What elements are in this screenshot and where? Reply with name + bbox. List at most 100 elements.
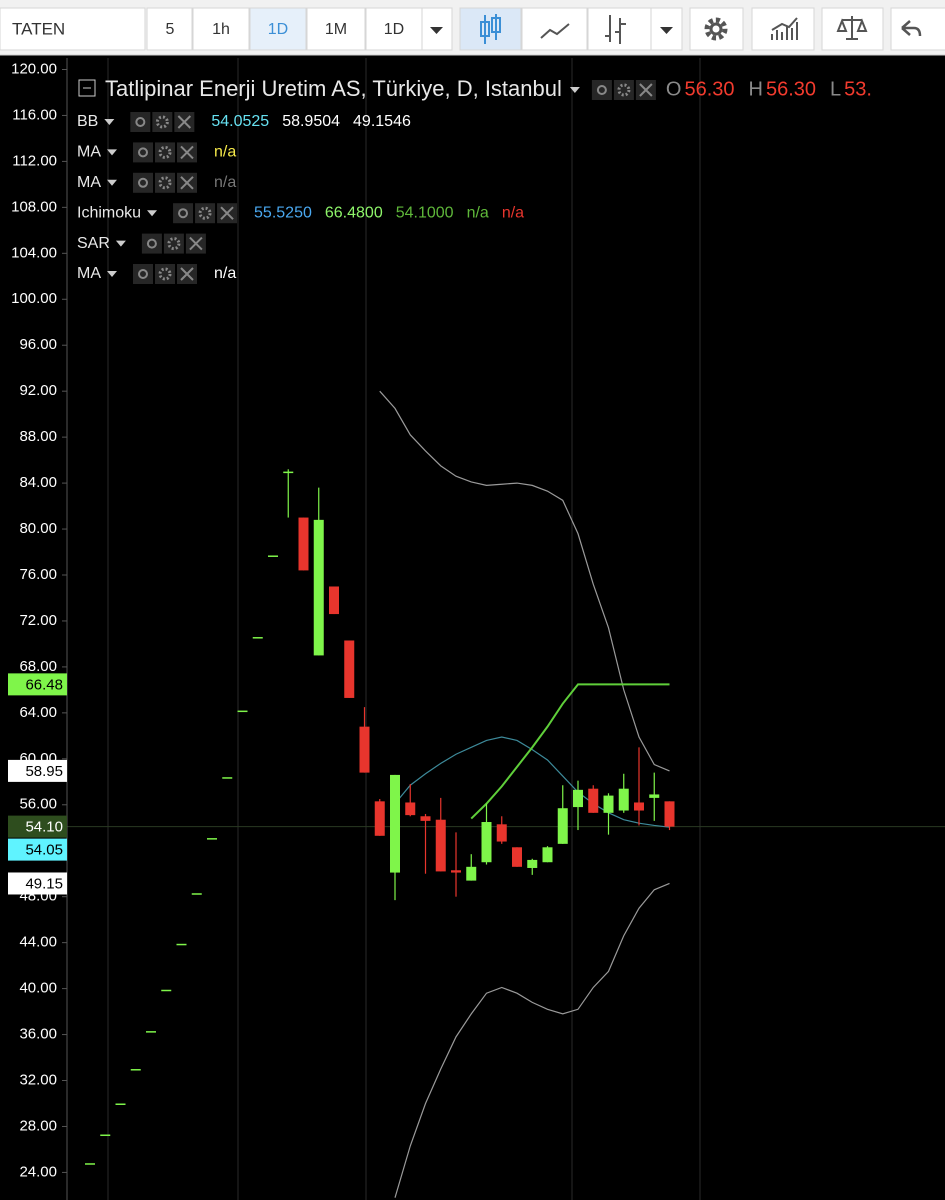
close-icon [639,83,653,97]
candle-body [405,802,416,816]
dropdown-arrow[interactable] [107,149,117,156]
indicator-control[interactable] [155,172,175,193]
plot-area [67,390,945,1198]
indicator-control[interactable] [591,80,612,100]
line-button[interactable] [521,7,588,51]
indicator-line [470,683,670,820]
indicator-control[interactable] [163,233,184,254]
candle-body [252,637,263,639]
gear-icon [617,83,631,97]
candle-body [115,1103,126,1105]
indicator-name: Ichimoku [77,204,141,221]
interval-label: 5 [166,21,175,38]
y-tick-label: 116.00 [12,106,57,123]
interval-label: 1M [325,21,347,38]
y-tick-label: 84.00 [19,474,57,491]
interval-button[interactable] [146,7,193,51]
candle-body [130,1069,141,1071]
collapse-box[interactable] [78,79,96,97]
gear-icon [704,17,728,41]
candle-body [329,586,339,615]
dropdown-arrow[interactable] [569,87,580,93]
y-tick-label: 32.00 [19,1071,57,1088]
interval-button-active[interactable] [249,7,307,51]
price-label: 49.15 [25,875,63,892]
candle-body [481,822,492,863]
gear-icon [158,145,172,159]
settings-button[interactable] [689,7,744,51]
gear-icon [158,267,172,281]
dropdown-arrow[interactable] [115,240,126,247]
candle-body [313,519,324,656]
indicator-control[interactable] [133,172,153,193]
eye-icon [146,238,157,249]
candle-body [268,555,278,557]
candle-body [374,801,385,836]
symbol-box[interactable] [0,7,146,51]
indicator-line [394,882,670,1198]
y-tick-label: 120.00 [11,60,57,77]
dropdown-arrow[interactable] [147,210,158,217]
candle-body [573,789,583,808]
indicator-control[interactable] [152,112,173,132]
indicator-control[interactable] [133,142,153,163]
ohlc-value: 56.30 [766,78,816,100]
indicator-name: SAR [77,235,110,252]
candle-body [161,989,172,992]
candle-body [283,471,294,474]
compare-icon [836,16,868,40]
indicator-control[interactable] [173,203,194,224]
price-label-box [8,673,67,696]
y-tick-label: 80.00 [19,520,57,537]
price-label-box [8,815,67,838]
gear-icon [709,22,723,36]
candle-body [85,1163,95,1165]
dropdown-arrow[interactable] [107,179,117,186]
y-tick-label: 76.00 [19,566,57,583]
interval-label: 1D [268,21,288,38]
indicator-value: n/a [467,204,489,221]
line-icon [540,23,570,39]
interval-button[interactable] [365,7,423,51]
eye-icon [138,177,148,188]
candle-body [237,710,248,713]
y-tick-label: 68.00 [19,658,57,675]
indicators-icon [771,17,798,40]
candles-icon [480,14,501,44]
y-tick-label: 100.00 [11,290,57,307]
candles-button[interactable] [459,7,522,51]
indicator-control[interactable] [155,264,175,284]
indicator-value: 55.5250 [254,204,312,221]
indicator-value: 66.4800 [325,204,383,221]
y-tick-label: 92.00 [19,382,57,399]
indicator-control[interactable] [195,203,216,224]
y-tick-label: 104.00 [11,244,57,261]
indicator-control[interactable] [141,233,162,254]
interval-label: 1h [212,21,230,38]
indicator-control[interactable] [133,264,153,284]
candle-body [207,838,217,840]
y-tick-label: 36.00 [19,1026,57,1043]
y-tick-label: 56.00 [19,796,57,813]
candle-body [435,819,446,872]
candle-body [603,795,614,813]
indicator-value: 54.1000 [396,204,454,221]
dropdown-arrow[interactable] [104,119,115,125]
interval-button[interactable] [306,7,366,51]
eye-icon [138,147,148,158]
close-icon [220,206,234,220]
dropdown-arrow[interactable] [107,271,117,277]
y-tick-label: 72.00 [19,612,57,629]
ohlc-key: H [749,78,763,100]
ohlc-value: 56.30 [684,78,734,100]
y-tick-label: 40.00 [19,980,57,997]
indicator-control[interactable] [155,142,175,163]
interval-button[interactable] [192,7,250,51]
candle-body [634,802,644,811]
price-label: 54.05 [25,842,63,859]
indicator-control[interactable] [130,112,151,132]
indicators-button[interactable] [751,7,815,51]
y-tick-label: 96.00 [19,336,57,353]
indicator-control[interactable] [613,80,634,100]
